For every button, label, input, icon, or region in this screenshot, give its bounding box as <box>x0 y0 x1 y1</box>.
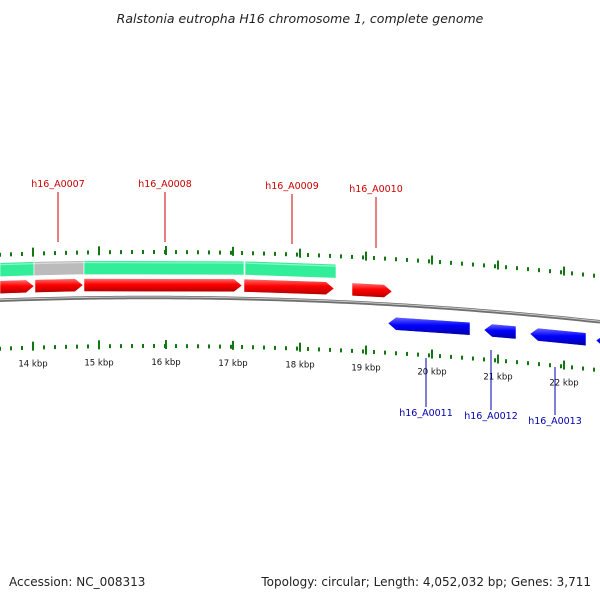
cds-track-shine <box>0 263 35 266</box>
forward-gene-arrow[interactable] <box>351 282 393 298</box>
forward-gene-arrow[interactable] <box>0 279 35 294</box>
cds-track-block <box>244 260 337 279</box>
kbp-tick-label: 20 kbp <box>417 368 446 378</box>
cds-track-shine <box>33 261 85 265</box>
kbp-tick-label: 22 kbp <box>549 379 578 389</box>
forward-gene-label[interactable]: h16_A0007 <box>31 179 85 190</box>
kbp-tick-label: 21 kbp <box>483 373 512 383</box>
genome-summary: Topology: circular; Length: 4,052,032 bp… <box>261 575 591 589</box>
forward-gene-label[interactable]: h16_A0008 <box>138 179 192 190</box>
chromosome-backbone-highlight <box>0 296 600 322</box>
cds-track-shine <box>83 261 245 264</box>
forward-gene-label[interactable]: h16_A0010 <box>349 184 403 195</box>
kbp-tick-label: 17 kbp <box>218 359 247 369</box>
kbp-tick-label: 14 kbp <box>18 360 47 370</box>
reverse-gene-label[interactable]: h16_A0013 <box>528 416 582 427</box>
chromosome-backbone <box>0 295 600 324</box>
kbp-tick-label: 19 kbp <box>351 364 380 374</box>
kbp-tick-label: 18 kbp <box>285 361 314 371</box>
kbp-tick-label: 16 kbp <box>151 358 180 368</box>
reverse-gene-label[interactable]: h16_A0011 <box>399 408 453 419</box>
reverse-gene-arrow[interactable] <box>595 335 600 348</box>
forward-gene-label[interactable]: h16_A0009 <box>265 181 319 192</box>
reverse-gene-arrow[interactable] <box>483 323 517 340</box>
forward-gene-arrow[interactable] <box>34 278 84 293</box>
reverse-gene-label[interactable]: h16_A0012 <box>464 411 518 422</box>
cds-track-block <box>83 260 245 276</box>
accession-text: Accession: NC_008313 <box>9 575 146 589</box>
cds-track-shine <box>244 262 337 267</box>
forward-gene-arrow[interactable] <box>243 278 335 295</box>
reverse-gene-arrow[interactable] <box>529 327 587 347</box>
reverse-gene-arrow[interactable] <box>387 317 471 336</box>
map-title: Ralstonia eutropha H16 chromosome 1, com… <box>116 11 484 26</box>
forward-gene-arrow[interactable] <box>83 278 243 293</box>
kbp-tick-label: 15 kbp <box>84 358 113 368</box>
